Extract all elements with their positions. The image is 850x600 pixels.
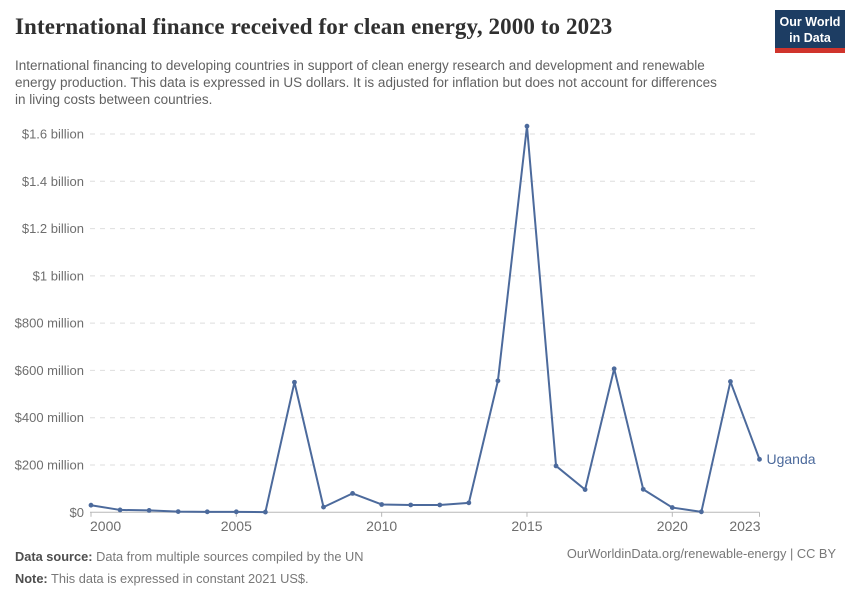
y-axis-tick-label: $400 million xyxy=(15,410,84,425)
data-point xyxy=(262,509,268,515)
data-point xyxy=(175,509,181,514)
data-point xyxy=(582,487,588,493)
data-point xyxy=(350,490,355,496)
owid-logo-line1: Our World xyxy=(779,15,841,29)
y-axis-tick-label: $800 million xyxy=(15,316,84,331)
y-axis-tick-label: $600 million xyxy=(15,363,84,378)
owid-logo-red-bar xyxy=(775,48,845,53)
data-point xyxy=(88,502,94,508)
x-axis-tick-label: 2005 xyxy=(221,518,252,534)
data-point xyxy=(204,509,210,515)
data-point xyxy=(728,379,733,384)
data-point xyxy=(757,456,762,462)
x-axis-tick-label: 2020 xyxy=(657,518,688,534)
data-point xyxy=(698,509,704,515)
chart-footer: Data source: Data from multiple sources … xyxy=(15,546,836,589)
data-point xyxy=(117,507,123,513)
x-axis-tick-label: 2023 xyxy=(729,518,760,534)
data-line xyxy=(90,125,761,514)
data-point xyxy=(466,500,472,506)
data-point xyxy=(669,505,675,510)
owid-logo-text: Our World in Data xyxy=(775,10,845,48)
owid-logo: Our World in Data xyxy=(775,10,845,53)
data-point xyxy=(408,502,414,508)
footer-notes: Data source: Data from multiple sources … xyxy=(15,546,364,589)
data-point xyxy=(321,504,326,510)
y-axis-tick-label: $200 million xyxy=(15,458,84,473)
data-point xyxy=(640,486,646,492)
data-point xyxy=(233,509,239,515)
note-text: This data is expressed in constant 2021 … xyxy=(47,570,309,586)
series-label: Uganda xyxy=(766,451,815,467)
page-title: International finance received for clean… xyxy=(15,14,613,39)
chart-subtitle: International financing to developing co… xyxy=(15,58,717,107)
y-axis-tick-label: $1 billion xyxy=(33,268,84,283)
x-axis-tick-label: 2010 xyxy=(366,518,397,534)
data-source-line: Data source: Data from multiple sources … xyxy=(15,546,364,568)
owid-logo-line2: in Data xyxy=(789,31,831,45)
data-point xyxy=(611,366,617,372)
y-axis-tick-label: $0 xyxy=(70,505,84,520)
owid-url-link[interactable]: OurWorldinData.org/renewable-energy | CC… xyxy=(566,546,836,561)
y-axis-tick-label: $1.4 billion xyxy=(22,174,84,189)
note-line: Note: This data is expressed in constant… xyxy=(15,568,364,590)
data-point xyxy=(553,463,559,469)
data-point xyxy=(495,378,501,384)
data-point xyxy=(437,502,443,508)
data-point xyxy=(379,502,385,507)
data-point xyxy=(524,123,530,129)
note-label: Note: xyxy=(15,570,48,586)
y-axis-tick-label: $1.2 billion xyxy=(22,221,84,236)
data-source-label: Data source: xyxy=(15,549,93,564)
x-axis-tick-label: 2000 xyxy=(90,518,121,534)
y-axis-tick-label: $1.6 billion xyxy=(22,126,84,141)
x-axis-tick-label: 2015 xyxy=(511,518,542,534)
data-source-text: Data from multiple sources compiled by t… xyxy=(92,549,364,564)
data-point xyxy=(292,379,297,385)
data-point xyxy=(146,508,152,513)
